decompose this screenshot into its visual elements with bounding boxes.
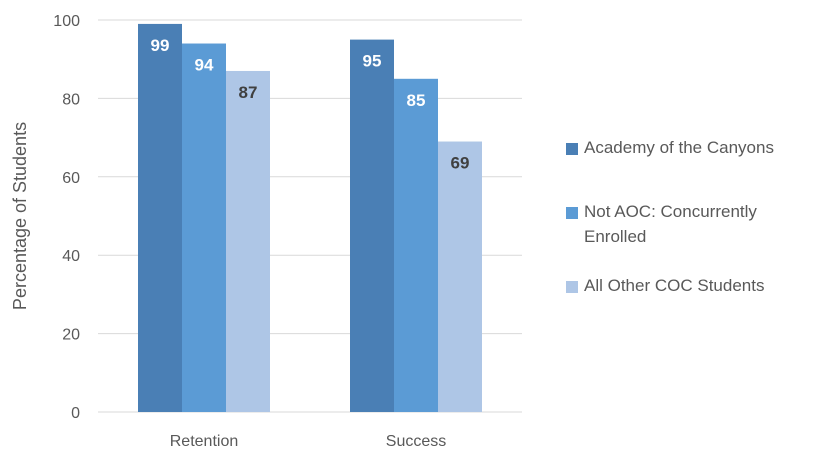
y-tick-label: 80 xyxy=(62,91,80,108)
y-axis-label: Percentage of Students xyxy=(10,122,30,310)
legend-label: Academy of the Canyons xyxy=(584,138,774,157)
x-tick-label: Retention xyxy=(170,433,239,450)
y-tick-label: 40 xyxy=(62,248,80,265)
legend-label: Not AOC: Concurrently Enrolled xyxy=(584,202,757,246)
bar xyxy=(438,141,482,412)
legend-swatch xyxy=(566,281,578,293)
data-label: 85 xyxy=(407,91,426,110)
data-label: 69 xyxy=(451,154,470,173)
bars: 99 94 87 95 85 69 xyxy=(138,23,482,413)
bar xyxy=(226,70,270,413)
y-tick-label: 20 xyxy=(62,327,80,344)
data-label: 99 xyxy=(151,36,170,55)
bar xyxy=(138,23,182,412)
legend-swatch xyxy=(566,207,578,219)
legend-item: All Other COC Students xyxy=(566,276,764,298)
legend-swatch xyxy=(566,143,578,155)
data-label: 87 xyxy=(239,83,258,102)
legend-item: Not AOC: Concurrently Enrolled xyxy=(566,202,821,249)
legend-label: All Other COC Students xyxy=(584,276,765,295)
y-axis-ticks: 0 20 40 60 80 100 xyxy=(53,13,80,422)
x-tick-label: Success xyxy=(386,433,446,450)
bar xyxy=(182,43,226,413)
legend-item: Academy of the Canyons xyxy=(566,138,774,160)
y-tick-label: 60 xyxy=(62,170,80,187)
x-axis-ticks: Retention Success xyxy=(170,433,446,450)
bar xyxy=(350,39,394,412)
y-tick-label: 0 xyxy=(71,405,80,422)
bar xyxy=(394,78,438,413)
data-label: 95 xyxy=(363,52,382,71)
data-label: 94 xyxy=(195,56,214,75)
y-tick-label: 100 xyxy=(53,13,80,30)
